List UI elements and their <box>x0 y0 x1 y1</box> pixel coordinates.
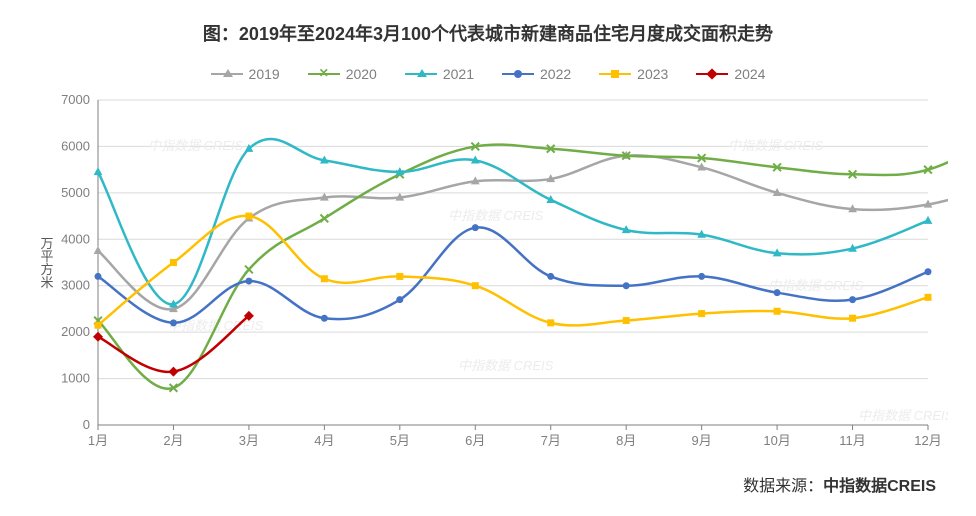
legend-item: 2022 <box>502 66 571 82</box>
svg-text:11月: 11月 <box>839 433 866 448</box>
svg-text:9月: 9月 <box>692 433 712 448</box>
svg-text:6月: 6月 <box>465 433 485 448</box>
source-label: 数据来源： <box>743 478 823 495</box>
svg-text:4000: 4000 <box>61 231 90 246</box>
source-name: 中指数据CREIS <box>823 478 936 495</box>
svg-text:5000: 5000 <box>61 185 90 200</box>
svg-text:7月: 7月 <box>541 433 561 448</box>
legend-item: ✕2020 <box>308 66 377 82</box>
svg-text:1000: 1000 <box>61 371 90 386</box>
legend-item: 2019 <box>211 66 280 82</box>
legend: 2019 ✕2020 2021 2022 2023 2024 <box>28 66 948 82</box>
line-chart: 0 1000 2000 3000 4000 5000 6000 7000 万平方米 1月 2月 3月 4… <box>28 90 948 460</box>
svg-text:2000: 2000 <box>61 324 90 339</box>
svg-text:3月: 3月 <box>239 433 259 448</box>
svg-text:7000: 7000 <box>61 92 90 107</box>
svg-text:万平方米: 万平方米 <box>39 237 54 289</box>
svg-text:2月: 2月 <box>163 433 183 448</box>
svg-text:0: 0 <box>83 417 90 432</box>
svg-text:中指数据 CREIS: 中指数据 CREIS <box>458 358 554 373</box>
legend-item: 2023 <box>599 66 668 82</box>
svg-text:6000: 6000 <box>61 138 90 153</box>
svg-text:5月: 5月 <box>390 433 410 448</box>
svg-text:中指数据 CREIS: 中指数据 CREIS <box>148 138 244 153</box>
legend-item: 2024 <box>696 66 765 82</box>
svg-text:3000: 3000 <box>61 278 90 293</box>
svg-text:中指数据 CREIS: 中指数据 CREIS <box>728 138 824 153</box>
svg-text:中指数据 CREIS: 中指数据 CREIS <box>448 208 544 223</box>
svg-text:4月: 4月 <box>314 433 334 448</box>
data-source: 数据来源：中指数据CREIS <box>20 472 956 496</box>
legend-item: 2021 <box>405 66 474 82</box>
svg-text:中指数据 CREIS: 中指数据 CREIS <box>858 408 948 423</box>
chart-title: 图：2019年至2024年3月100个代表城市新建商品住宅月度成交面积走势 <box>20 20 956 46</box>
svg-text:10月: 10月 <box>763 433 790 448</box>
svg-text:8月: 8月 <box>616 433 636 448</box>
svg-text:1月: 1月 <box>88 433 108 448</box>
svg-text:12月: 12月 <box>914 433 941 448</box>
svg-text:中指数据 CREIS: 中指数据 CREIS <box>768 278 864 293</box>
chart-container: 2019 ✕2020 2021 2022 2023 2024 0 1000 2000 3000 4… <box>28 66 948 460</box>
